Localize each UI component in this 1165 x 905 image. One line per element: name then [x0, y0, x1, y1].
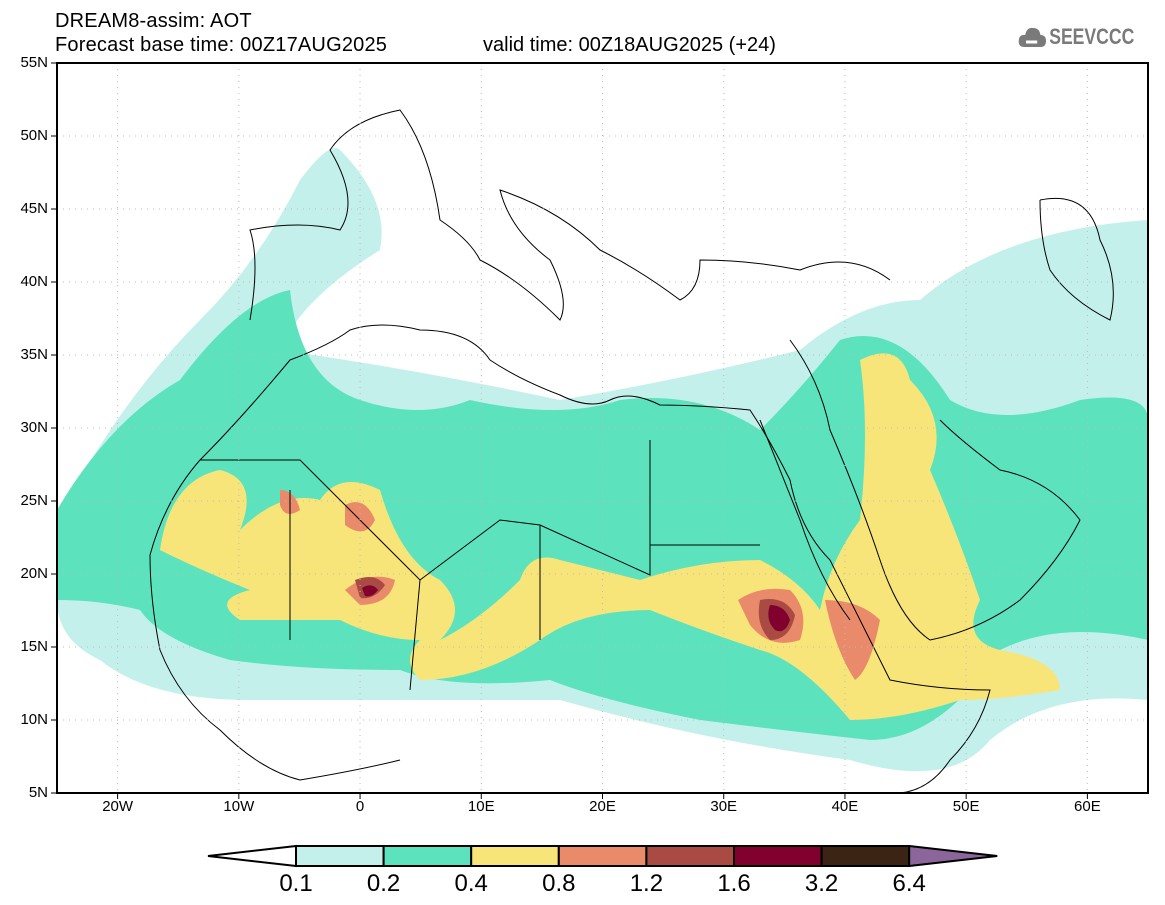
- latitude-label: 5N: [28, 784, 48, 801]
- colorbar-bin: [557, 845, 648, 867]
- longitude-label: 60E: [1074, 798, 1101, 815]
- latitude-label: 40N: [20, 273, 48, 290]
- latitude-label: 20N: [20, 565, 48, 582]
- longitude-label: 40E: [831, 798, 859, 815]
- forecast-base-time: Forecast base time: 00Z17AUG2025: [55, 34, 388, 56]
- valid-time: valid time: 00Z18AUG2025 (+24): [483, 34, 776, 56]
- logo-text: SEEVCCC: [1049, 24, 1135, 49]
- colorbar-lower-extension: [207, 844, 297, 868]
- cloud-icon: [1018, 27, 1046, 47]
- latitude-label: 50N: [20, 127, 48, 144]
- longitude-label: 10E: [467, 798, 495, 815]
- europe-coastline: [249, 109, 891, 321]
- caspian-coastline: [1039, 197, 1114, 321]
- country-borders: [200, 440, 760, 691]
- colorbar-level-label: 1.2: [629, 870, 664, 897]
- colorbar-level-label: 3.2: [804, 870, 839, 897]
- latitude-label: 30N: [20, 419, 48, 436]
- product-title: DREAM8-assim: AOT: [55, 10, 252, 32]
- longitude-label: 20E: [589, 798, 616, 815]
- colorbar-bin: [645, 845, 735, 867]
- africa-coastline: [149, 324, 991, 793]
- colorbar-level-label: 0.1: [279, 870, 313, 897]
- latitude-label: 45N: [20, 200, 48, 217]
- longitude-label: 10W: [223, 798, 255, 815]
- axis-ticks: [51, 62, 1088, 799]
- colorbar-level-label: 6.4: [892, 870, 926, 897]
- colorbar-level-label: 1.6: [717, 870, 751, 897]
- latitude-label: 25N: [20, 492, 48, 509]
- aot-field: [57, 148, 1148, 772]
- colorbar: [207, 844, 998, 868]
- seevccc-logo: SEEVCCC: [1018, 24, 1134, 50]
- colorbar-level-label: 0.2: [366, 870, 401, 897]
- colorbar-level-label: 0.8: [542, 870, 576, 897]
- colorbar-upper-extension: [908, 844, 998, 868]
- colorbar-level-label: 0.4: [454, 870, 488, 897]
- colorbar-bin: [733, 845, 823, 867]
- colorbar-bin: [470, 845, 560, 867]
- colorbar-bin: [382, 845, 473, 867]
- longitude-label: 50E: [952, 798, 980, 815]
- longitude-label: 20W: [102, 798, 134, 815]
- arabia-coastline: [789, 339, 1081, 641]
- coastlines-and-borders: [149, 109, 1114, 793]
- colorbar-bin: [820, 845, 911, 867]
- red-sea-coastline: [759, 419, 851, 621]
- latitude-label: 35N: [20, 346, 48, 363]
- west-africa-coastline: [149, 554, 401, 781]
- longitude-label: 30E: [710, 798, 738, 815]
- longitude-label: 0: [355, 798, 365, 815]
- colorbar-bin: [295, 845, 385, 867]
- latitude-label: 15N: [20, 638, 48, 655]
- latitude-label: 55N: [20, 54, 48, 71]
- latitude-label: 10N: [20, 711, 48, 728]
